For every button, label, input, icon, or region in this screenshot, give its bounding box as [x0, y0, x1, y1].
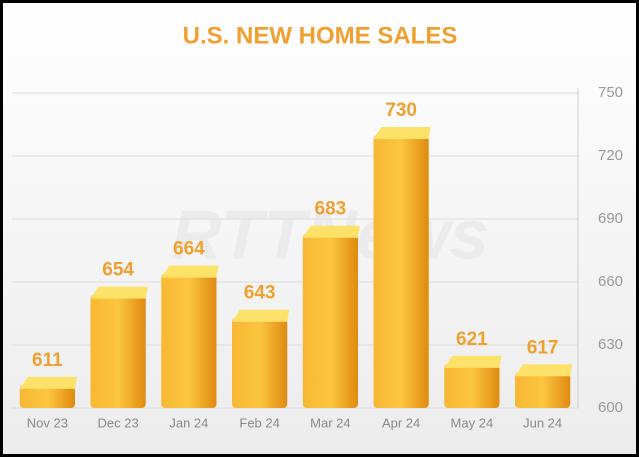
y-tick-label: 630	[598, 336, 623, 353]
bar-top	[444, 355, 502, 368]
bar	[161, 273, 217, 408]
y-tick-label: 750	[598, 84, 623, 101]
bar	[515, 372, 571, 408]
value-label: 683	[315, 199, 347, 220]
value-label: 611	[32, 350, 63, 371]
y-tick-label: 600	[598, 399, 623, 416]
bar	[373, 135, 429, 408]
bar	[19, 384, 75, 408]
x-tick-label: Mar 24	[310, 415, 350, 430]
value-label: 621	[456, 329, 488, 350]
bar	[90, 294, 146, 408]
bar-top	[90, 286, 148, 299]
value-label: 664	[173, 239, 205, 260]
x-tick-label: Feb 24	[239, 415, 279, 430]
bar-top	[302, 225, 360, 238]
x-tick-label: Apr 24	[382, 415, 420, 430]
x-tick-label: Nov 23	[27, 415, 68, 430]
x-tick-label: Jun 24	[523, 415, 562, 430]
bar	[444, 363, 500, 408]
bar	[232, 317, 288, 408]
value-label: 643	[244, 283, 276, 304]
bar-top	[19, 376, 77, 389]
bar-top	[373, 127, 431, 139]
value-label: 730	[385, 100, 417, 121]
bar	[302, 233, 358, 408]
y-tick-label: 690	[598, 210, 623, 227]
bar-top	[515, 364, 573, 377]
x-tick-label: Dec 23	[98, 415, 139, 430]
chart-title: U.S. NEW HOME SALES	[183, 22, 458, 49]
y-tick-label: 660	[598, 273, 623, 290]
bar-top	[232, 309, 290, 322]
y-tick-label: 720	[598, 147, 623, 164]
value-label: 617	[527, 337, 559, 358]
bar-top	[161, 265, 219, 278]
x-tick-label: May 24	[451, 415, 494, 430]
x-tick-label: Jan 24	[169, 415, 208, 430]
value-label: 654	[102, 260, 134, 281]
